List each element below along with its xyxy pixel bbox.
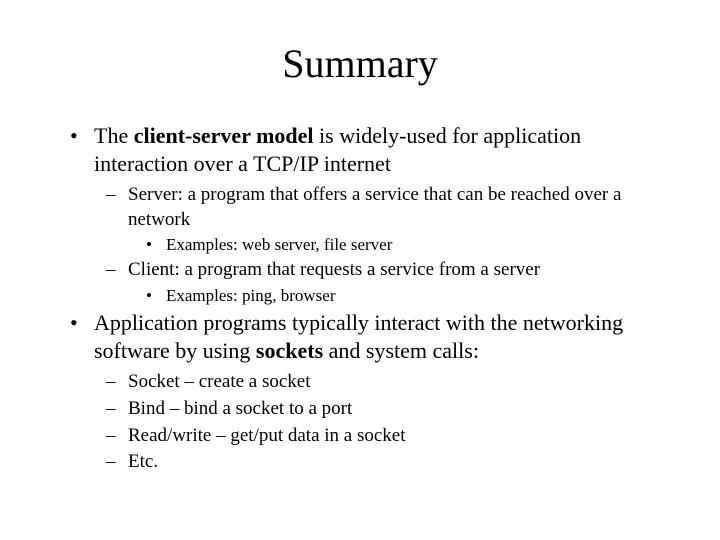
bullet-level1: • The client-server model is widely-used…: [70, 122, 670, 177]
bullet-level3: • Examples: web server, file server: [146, 234, 670, 256]
bullet-text: Socket – create a socket: [128, 370, 670, 395]
bullet-level2: – Bind – bind a socket to a port: [106, 397, 670, 422]
bullet-level2: – Etc.: [106, 450, 670, 475]
bullet-text: Server: a program that offers a service …: [128, 183, 670, 232]
bullet-text: Application programs typically interact …: [94, 309, 670, 364]
slide-title: Summary: [50, 40, 670, 87]
bullet-level2: – Server: a program that offers a servic…: [106, 183, 670, 232]
bullet-marker-l2: –: [106, 370, 118, 395]
bullet-text: Examples: web server, file server: [166, 234, 670, 256]
bullet-text: Examples: ping, browser: [166, 285, 670, 307]
bullet-marker-l3: •: [146, 234, 156, 256]
bullet-text: The client-server model is widely-used f…: [94, 122, 670, 177]
bullet-marker-l2: –: [106, 397, 118, 422]
bullet-marker-l2: –: [106, 183, 118, 232]
bold-text: sockets: [256, 338, 323, 363]
bullet-marker-l3: •: [146, 285, 156, 307]
bullet-marker-l2: –: [106, 258, 118, 283]
bullet-marker-l2: –: [106, 424, 118, 449]
bullet-level1: • Application programs typically interac…: [70, 309, 670, 364]
bullet-text: Etc.: [128, 450, 670, 475]
bullet-text: Read/write – get/put data in a socket: [128, 424, 670, 449]
bold-text: client-server model: [134, 123, 314, 148]
text-segment: and system calls:: [323, 338, 479, 363]
bullet-marker-l1: •: [70, 122, 82, 177]
bullet-marker-l1: •: [70, 309, 82, 364]
bullet-level2: – Socket – create a socket: [106, 370, 670, 395]
text-segment: The: [94, 123, 134, 148]
bullet-text: Bind – bind a socket to a port: [128, 397, 670, 422]
bullet-level3: • Examples: ping, browser: [146, 285, 670, 307]
bullet-level2: – Read/write – get/put data in a socket: [106, 424, 670, 449]
bullet-level2: – Client: a program that requests a serv…: [106, 258, 670, 283]
bullet-text: Client: a program that requests a servic…: [128, 258, 670, 283]
bullet-marker-l2: –: [106, 450, 118, 475]
